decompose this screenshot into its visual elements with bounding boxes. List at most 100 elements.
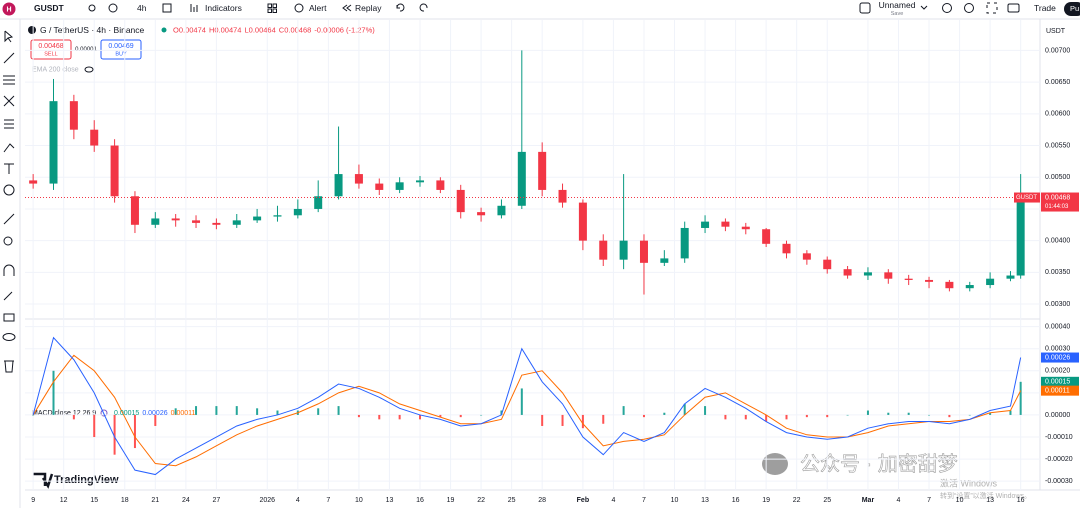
publish-button[interactable]: [1064, 2, 1080, 16]
x-tick-label: 4: [611, 497, 615, 504]
histogram-bar: [500, 410, 503, 415]
lock-tool[interactable]: [3, 313, 15, 322]
x-tick-label: 13: [986, 497, 994, 504]
layout-menu[interactable]: [920, 5, 928, 10]
histogram-bar: [72, 414, 75, 420]
histogram-bar: [744, 414, 747, 420]
histogram-bar: [235, 406, 238, 415]
x-tick-label: 4: [296, 497, 300, 504]
layout-checkbox[interactable]: [859, 2, 871, 14]
trend-line-tool[interactable]: [3, 52, 15, 64]
stay-drawing-tool[interactable]: [3, 291, 13, 301]
signal-badge: 0.00011: [1045, 387, 1070, 394]
activation-note: 转到“设置”以激活 Windows。: [940, 491, 1031, 500]
buy-button[interactable]: [100, 39, 142, 60]
candle-body: [293, 208, 302, 216]
layout-name[interactable]: Unnamed: [879, 0, 916, 10]
histogram-bar: [32, 414, 35, 416]
candle-body: [945, 281, 954, 289]
templates-icon: [267, 8, 272, 13]
wechat-icon: [762, 453, 788, 475]
macd-settings[interactable]: [100, 409, 108, 417]
y-tick-label: 0.00600: [1045, 111, 1070, 118]
buy-label: BUY: [115, 51, 127, 57]
screenshot-button[interactable]: [1007, 3, 1020, 13]
icon-tool[interactable]: [3, 184, 15, 196]
templates-icon: [272, 3, 277, 8]
histogram-bar: [317, 408, 320, 415]
histogram-bar: [337, 406, 340, 415]
y-tick-label: -0.00020: [1045, 456, 1073, 463]
x-tick-label: 4: [897, 497, 901, 504]
indicators-button[interactable]: Indicators: [205, 3, 242, 13]
histogram-bar: [419, 414, 422, 420]
fib-tool[interactable]: [3, 75, 15, 85]
x-tick-label: 2026: [260, 497, 276, 504]
x-tick-label: 19: [762, 497, 770, 504]
quick-search[interactable]: [942, 3, 952, 13]
text-tool[interactable]: [4, 163, 14, 174]
hide-tool[interactable]: [2, 333, 16, 341]
x-tick-label: 22: [793, 497, 801, 504]
candle-body: [354, 174, 363, 184]
y-tick-label: 0.00650: [1045, 79, 1070, 86]
x-tick-label: 9: [31, 497, 35, 504]
histogram-bar: [642, 414, 645, 418]
histogram-bar: [459, 414, 462, 418]
x-tick-label: 13: [701, 497, 709, 504]
templates-button[interactable]: [267, 3, 272, 8]
magnet-tool[interactable]: [3, 264, 15, 276]
undo-button[interactable]: [396, 3, 405, 12]
candle-body: [232, 220, 241, 225]
macd-badge-bg: [1041, 352, 1079, 363]
measure-tool[interactable]: [3, 213, 15, 225]
remove-tool[interactable]: [4, 360, 14, 373]
y-tick-label: 0.00020: [1045, 368, 1070, 375]
candle-body: [578, 202, 587, 241]
symbol-search[interactable]: GUSDT: [34, 3, 65, 13]
x-tick-label: 7: [642, 497, 646, 504]
compare-button[interactable]: [108, 3, 118, 13]
pattern-tool[interactable]: [3, 95, 15, 107]
symbol-badge: GUSDT: [1016, 195, 1037, 201]
settings-button[interactable]: [964, 3, 974, 13]
avatar-letter: H: [6, 6, 11, 13]
y-tick-label: 0.00350: [1045, 269, 1070, 276]
sell-price: 0.00468: [38, 43, 63, 50]
zoom-tool[interactable]: [3, 236, 13, 246]
alert-button[interactable]: Alert: [309, 3, 327, 13]
ema-visibility[interactable]: [84, 66, 94, 73]
brush-tool[interactable]: [3, 143, 15, 153]
histogram-bar: [683, 403, 686, 415]
histogram-bar: [948, 414, 951, 418]
histogram-bar: [866, 410, 869, 415]
chart-type-button[interactable]: [162, 3, 172, 13]
cursor-tool[interactable]: [4, 30, 14, 43]
candle-body: [151, 218, 160, 225]
candle-body: [965, 285, 974, 289]
candle-body: [619, 240, 628, 260]
histogram-bar: [765, 414, 768, 422]
histogram-bar: [439, 414, 442, 418]
macd-legend-value: 0.00015: [114, 410, 139, 417]
sell-button[interactable]: [30, 39, 72, 60]
avatar[interactable]: [2, 2, 16, 16]
candle-body: [741, 226, 750, 230]
prediction-tool[interactable]: [4, 119, 14, 129]
candle-body: [273, 215, 282, 217]
fullscreen-button[interactable]: [986, 2, 998, 14]
trade-button[interactable]: Trade: [1034, 3, 1056, 13]
histogram-bar: [846, 414, 849, 416]
candle-body: [721, 221, 730, 227]
macd-line: [32, 336, 1022, 476]
symbol-icon[interactable]: [88, 4, 96, 12]
interval-button[interactable]: 4h: [137, 3, 147, 13]
histogram-bar: [52, 370, 55, 415]
redo-button[interactable]: [419, 3, 428, 12]
histogram-bar: [480, 414, 483, 416]
candle-body: [639, 240, 648, 263]
candle-body: [90, 129, 99, 146]
candle-body: [334, 174, 343, 197]
x-tick-label: 16: [1017, 497, 1025, 504]
replay-button[interactable]: Replay: [355, 3, 382, 13]
